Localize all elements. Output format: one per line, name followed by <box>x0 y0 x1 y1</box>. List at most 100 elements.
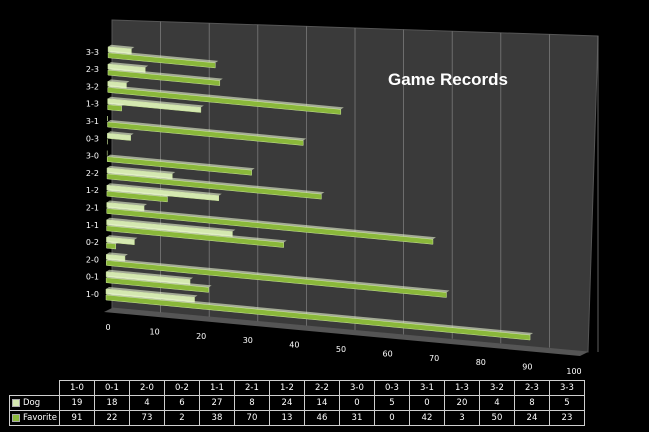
y-tick-label: 2-0 <box>86 255 99 264</box>
y-tick-label: 2-2 <box>86 169 99 178</box>
x-tick-label: 100 <box>566 367 581 375</box>
table-header-cell: 1-1 <box>198 380 235 396</box>
bar-top-dog-2-2 <box>107 165 176 175</box>
table-value-cell: 38 <box>198 410 235 426</box>
bar-favorite-1-1 <box>106 225 284 248</box>
table-value-cell: 2 <box>163 410 200 426</box>
bar-top-favorite-3-2 <box>107 85 344 110</box>
table-value-cell: 4 <box>128 395 165 411</box>
table-header-cell: 0-2 <box>163 380 200 396</box>
bar-top-favorite-0-1 <box>106 275 212 288</box>
x-tick-label: 90 <box>522 363 532 372</box>
bar-top-favorite-1-1 <box>106 223 287 243</box>
plot-floor <box>104 308 588 356</box>
bar-favorite-0-1 <box>105 277 209 293</box>
bar-top-dog-0-1 <box>106 269 194 280</box>
bar-top-favorite-3-0 <box>107 154 255 171</box>
table-corner <box>9 380 60 396</box>
bar-top-dog-3-2 <box>107 79 130 84</box>
table-value-cell: 8 <box>513 395 550 411</box>
bar-top-dog-1-1 <box>106 217 236 232</box>
table-header-cell: 2-1 <box>233 380 270 396</box>
x-tick-label: 10 <box>150 327 160 336</box>
bar-top-dog-2-3 <box>107 62 149 68</box>
table-value-cell: 6 <box>163 395 200 411</box>
table-header-cell: 0-1 <box>93 380 130 396</box>
table-value-cell: 0 <box>338 395 375 411</box>
table-value-cell: 73 <box>128 410 165 426</box>
table-value-cell: 22 <box>93 410 130 426</box>
bar-top-dog-2-1 <box>106 200 148 207</box>
table-value-cell: 0 <box>373 410 410 426</box>
table-value-cell: 24 <box>513 410 550 426</box>
table-value-cell: 27 <box>198 395 235 411</box>
table-value-cell: 8 <box>233 395 270 411</box>
bar-favorite-2-1 <box>106 208 434 245</box>
table-row: Favorite 91 22 73 2 38 70 13 46 31 0 42 3 50 24 23 <box>9 410 585 426</box>
table-header-cell: 2-2 <box>303 380 340 396</box>
y-tick-label: 2-3 <box>86 65 99 74</box>
table-header-cell: 3-1 <box>408 380 445 396</box>
data-table: 1-0 0-1 2-0 0-2 1-1 2-1 1-2 2-2 3-0 0-3 3-1 1-3 3-2 2… <box>9 380 585 426</box>
table-header-cell: 2-3 <box>513 380 550 396</box>
table-value-cell: 14 <box>303 395 340 411</box>
x-tick-label: 50 <box>336 345 346 354</box>
table-header-cell: 3-0 <box>338 380 375 396</box>
bar-top-favorite-3-1 <box>107 120 307 141</box>
table-value-cell: 5 <box>373 395 410 411</box>
y-tick-label: 1-3 <box>86 100 99 109</box>
bar-top-dog-1-3 <box>107 96 204 108</box>
table-value-cell: 24 <box>268 395 305 411</box>
table-value-cell: 4 <box>478 395 515 411</box>
chart-title: Game Records <box>388 70 508 89</box>
y-tick-label: 0-1 <box>86 273 99 282</box>
table-header-cell: 3-2 <box>478 380 515 396</box>
legend-label: Favorite <box>9 410 60 426</box>
x-tick-label: 30 <box>243 336 253 345</box>
x-tick-label: 60 <box>383 349 393 358</box>
table-value-cell: 3 <box>443 410 480 426</box>
legend-swatch <box>12 398 20 407</box>
bar-top-dog-2-0 <box>106 252 128 257</box>
x-tick-label: 70 <box>429 354 439 363</box>
bar-favorite-1-2 <box>106 190 168 203</box>
table-value-cell: 46 <box>303 410 340 426</box>
bar-top-favorite-2-3 <box>107 68 223 81</box>
bar-top-favorite-1-0 <box>106 293 534 336</box>
bar-top-favorite-1-3 <box>107 102 125 107</box>
table-value-cell: 13 <box>268 410 305 426</box>
bar-favorite-0-2 <box>106 242 117 250</box>
bar-top-favorite-2-1 <box>106 206 436 240</box>
x-tick-label: 20 <box>196 332 206 341</box>
y-tick-label: 1-2 <box>86 186 99 195</box>
bar-favorite-3-0 <box>106 156 252 176</box>
y-tick-label: 1-0 <box>86 290 99 299</box>
legend-label: Dog <box>9 395 60 411</box>
y-tick-label: 3-1 <box>86 117 99 126</box>
table-value-cell: 20 <box>443 395 480 411</box>
bar-top-favorite-2-0 <box>106 258 450 293</box>
legend-swatch <box>12 413 20 422</box>
table-value-cell: 42 <box>408 410 445 426</box>
bar-favorite-3-3 <box>107 52 216 69</box>
y-tick-label: 1-1 <box>86 221 99 230</box>
bar-top-favorite-2-2 <box>107 171 325 195</box>
x-tick-label: 0 <box>105 323 110 332</box>
bar-top-dog-3-0 <box>107 148 111 151</box>
table-value-cell: 70 <box>233 410 270 426</box>
bar-top-favorite-1-2 <box>106 189 171 197</box>
y-tick-label: 3-2 <box>86 82 99 91</box>
chart-plot: 1-0 0-1 2-0 0-2 1-1 2-1 1-2 2-2 3-0 0-3 3-1 1-3 3-2 2… <box>86 19 599 375</box>
y-tick-label: 0-2 <box>86 238 99 247</box>
bar-top-dog-3-3 <box>108 44 135 49</box>
bar-top-dog-1-2 <box>106 183 222 196</box>
y-tick-label: 3-3 <box>86 48 99 57</box>
bar-top-dog-3-1 <box>107 114 111 116</box>
x-tick-label: 80 <box>476 358 486 367</box>
y-tick-labels: 1-0 0-1 2-0 0-2 1-1 2-1 1-2 2-2 3-0 0-3 3-1 1-3 3-2 2… <box>86 48 99 299</box>
y-tick-label: 2-1 <box>86 204 99 213</box>
table-header-cell: 2-0 <box>128 380 165 396</box>
bar-top-favorite-0-2 <box>106 241 119 244</box>
bar-favorite-2-0 <box>106 260 447 298</box>
table-row: Dog 19 18 4 6 27 8 24 14 0 5 0 20 4 8 5 <box>9 395 585 411</box>
